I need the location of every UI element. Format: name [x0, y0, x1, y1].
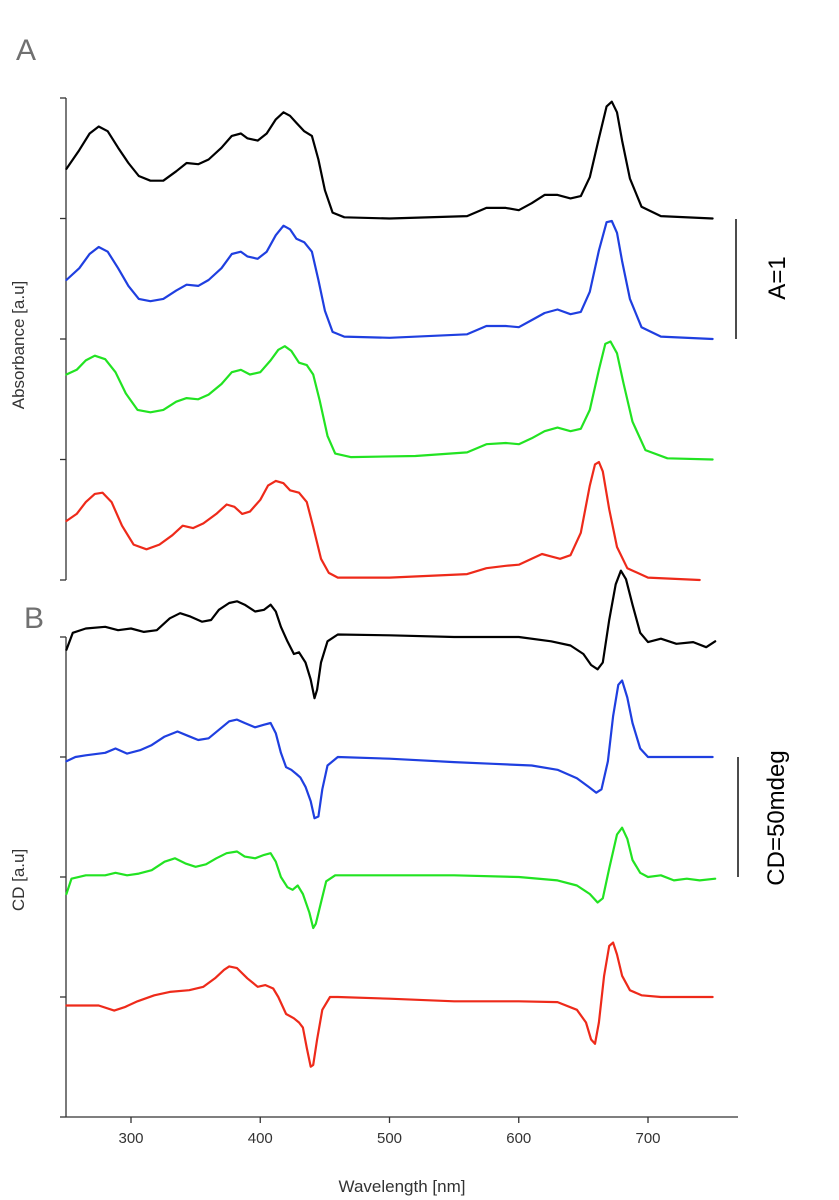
- x-tick-label: 400: [248, 1130, 273, 1147]
- trace-blue: [65, 219, 714, 341]
- trace-red: [65, 941, 714, 1068]
- x-tick-label: 500: [377, 1130, 402, 1147]
- panel-b-y-axis-title: CD [a.u]: [9, 849, 28, 911]
- trace-black: [65, 100, 714, 220]
- trace-green: [65, 340, 714, 461]
- panel-b-traces: [65, 569, 717, 1068]
- panel-b: B 300 400 500 600 700 CD [a.u] CD=50mdeg Wav…: [9, 569, 790, 1196]
- x-tick-label: 600: [506, 1130, 531, 1147]
- trace-black: [65, 569, 717, 700]
- panel-b-y-ticks: [60, 636, 66, 1118]
- x-axis-ticks: 300 400 500 600 700: [118, 1117, 661, 1147]
- x-axis-title: Wavelength [nm]: [339, 1177, 466, 1196]
- trace-green: [65, 826, 717, 930]
- absorbance-scale-label: A=1: [764, 256, 791, 299]
- panel-b-label: B: [24, 602, 44, 635]
- trace-red: [65, 460, 701, 582]
- panel-a: A Absorbance [a.u] A=1: [9, 34, 791, 582]
- cd-scale-label: CD=50mdeg: [763, 750, 790, 885]
- panel-a-y-axis-title: Absorbance [a.u]: [9, 281, 28, 410]
- panel-a-y-ticks: [60, 97, 66, 581]
- trace-blue: [65, 679, 714, 820]
- panel-a-traces: [65, 100, 714, 582]
- panel-a-label: A: [16, 34, 36, 67]
- x-tick-label: 700: [635, 1130, 660, 1147]
- x-tick-label: 300: [118, 1130, 143, 1147]
